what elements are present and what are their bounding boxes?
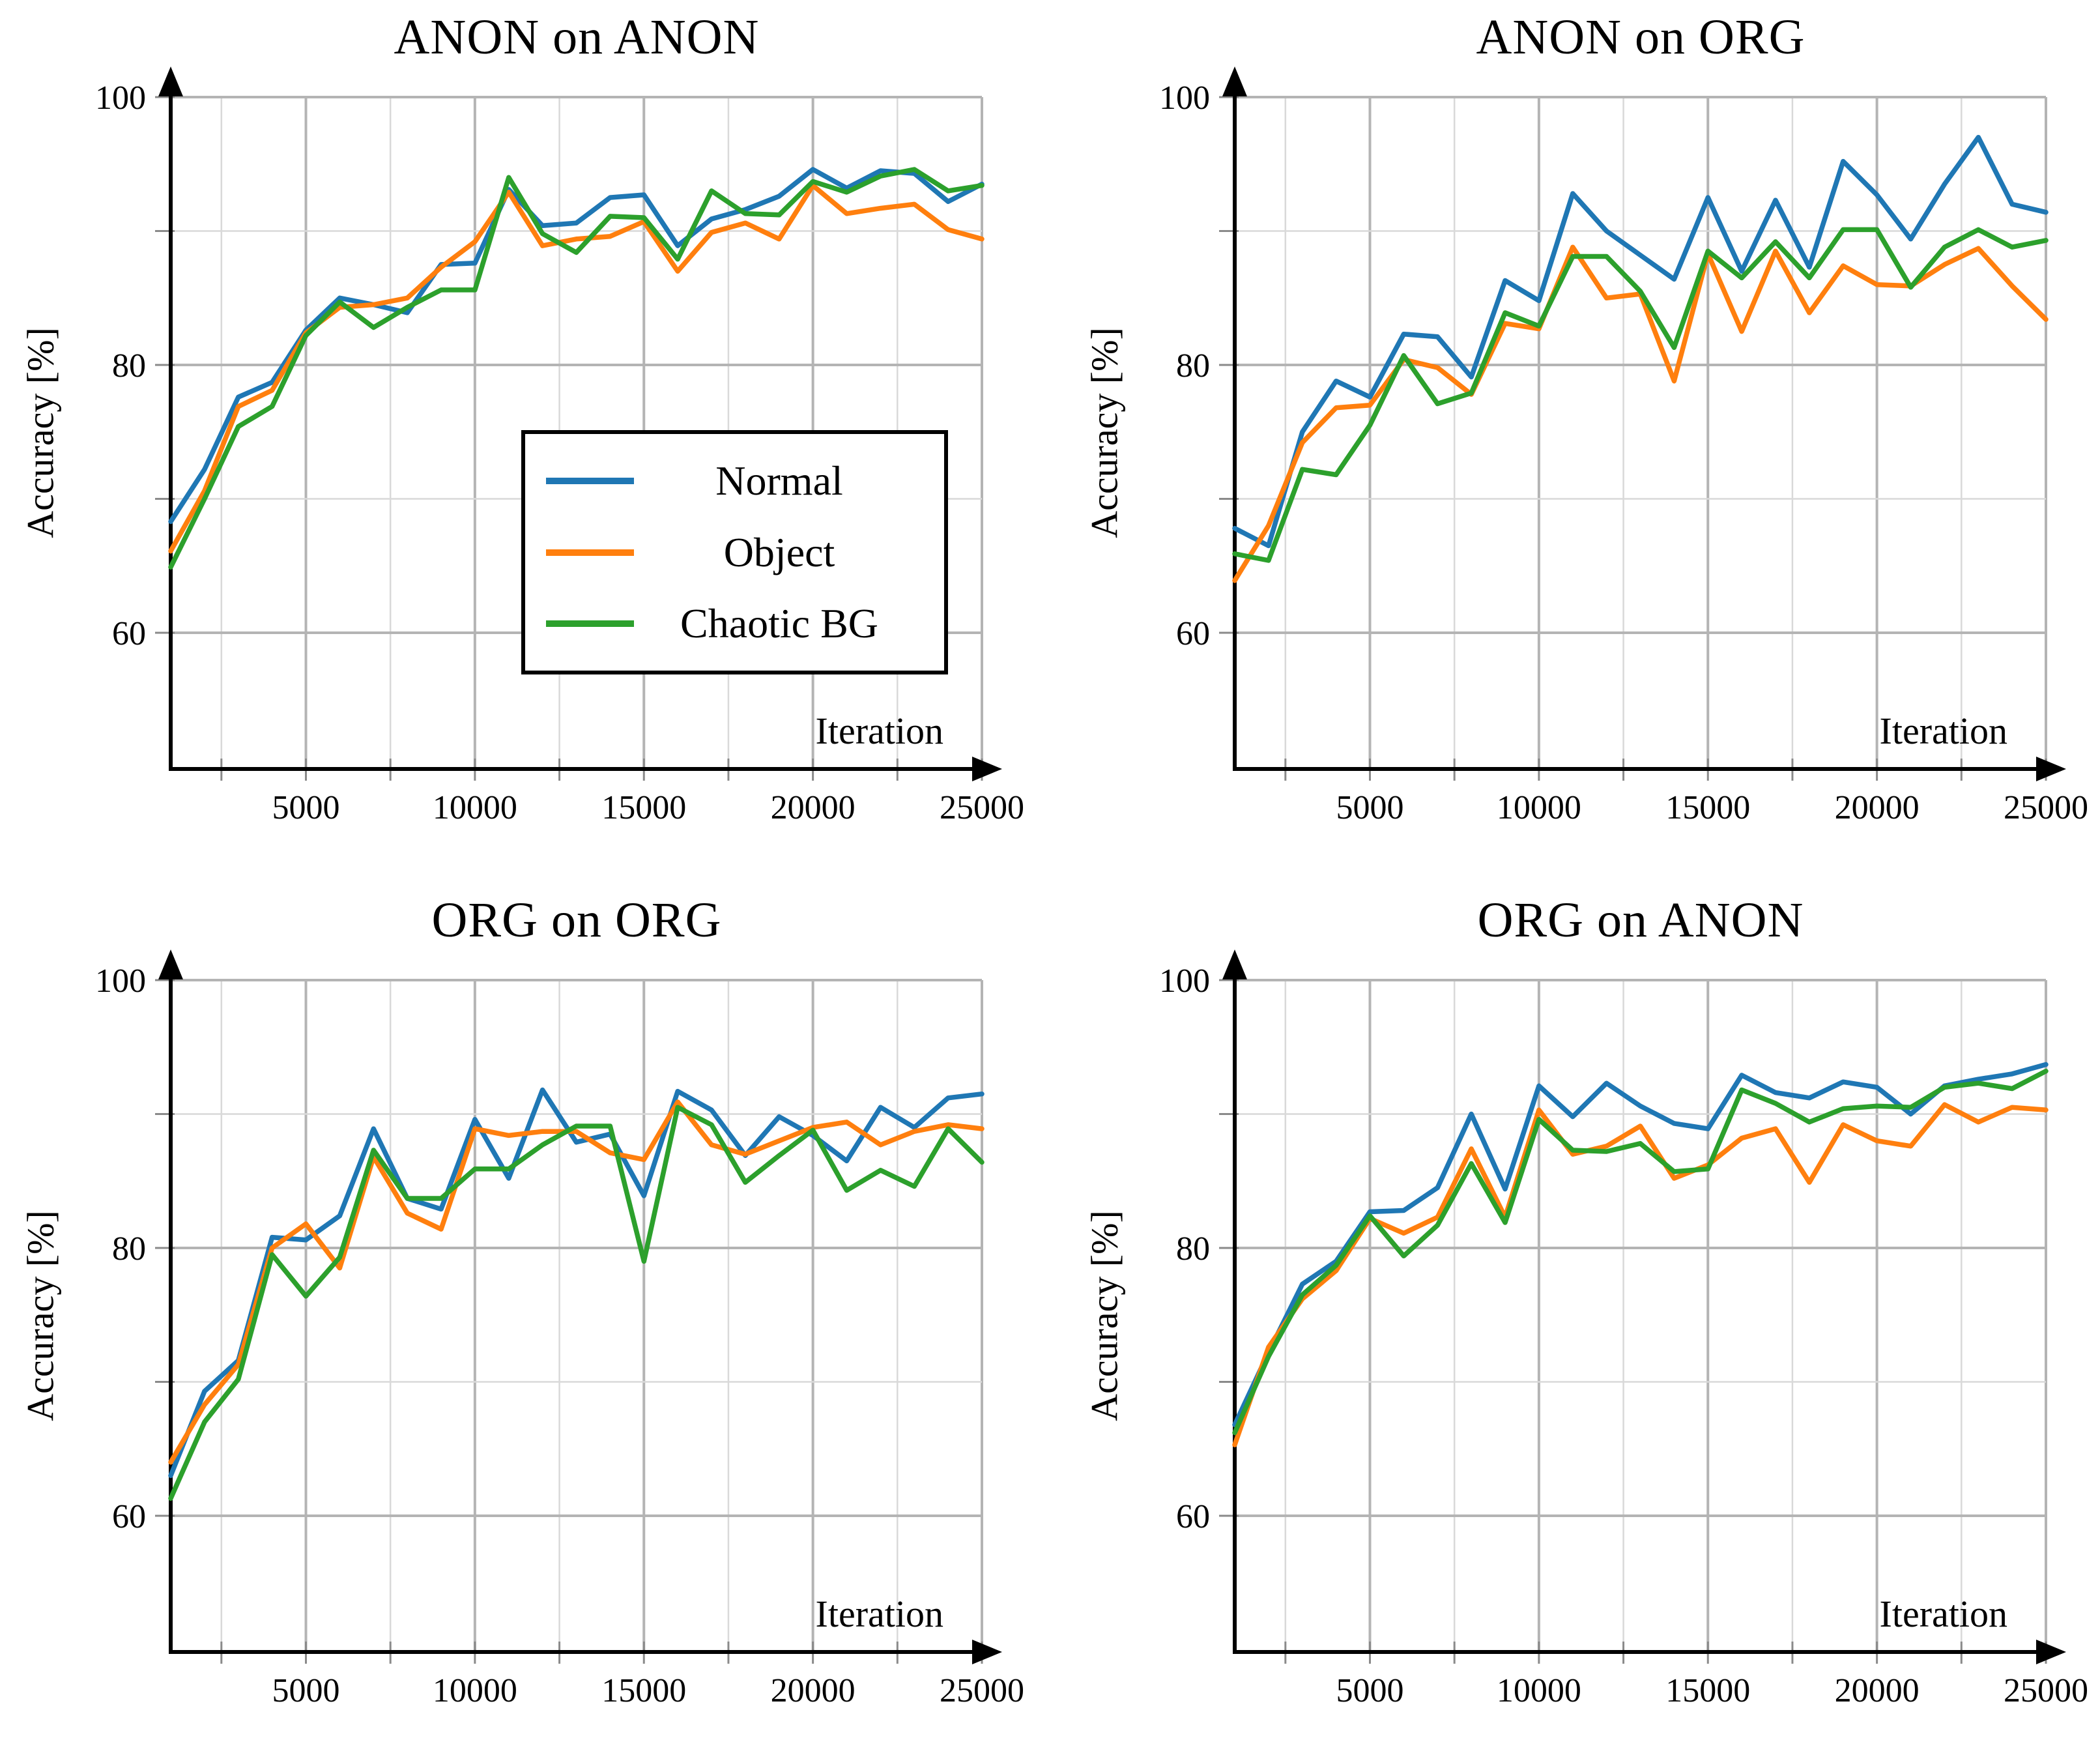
chart-panel-org-on-anon: 5000 10000 15000 20000 25000 60 80 100 ORG on A…: [1064, 883, 2100, 1738]
svg-text:10000: 10000: [1497, 1672, 1581, 1709]
svg-text:60: 60: [1176, 1498, 1210, 1535]
legend-label: Normal: [715, 457, 843, 504]
svg-text:20000: 20000: [1835, 789, 1920, 826]
svg-text:5000: 5000: [1336, 789, 1404, 826]
plot-canvas-org-on-org: 5000 10000 15000 20000 25000 60 80 100: [95, 949, 1024, 1709]
svg-text:10000: 10000: [1497, 789, 1581, 826]
svg-text:5000: 5000: [1336, 1672, 1404, 1709]
y-axis-label: Accuracy [%]: [1083, 1210, 1126, 1421]
chart-title: ORG on ORG: [431, 893, 722, 948]
y-axis-label: Accuracy [%]: [19, 1210, 62, 1421]
x-axis-label: Iteration: [1879, 710, 2007, 752]
svg-text:15000: 15000: [1665, 1672, 1750, 1709]
plot-canvas-anon-on-org: 5000 10000 15000 20000 25000 60 80 100: [1159, 66, 2088, 826]
svg-text:20000: 20000: [771, 789, 856, 826]
svg-text:100: 100: [1159, 80, 1210, 117]
svg-text:80: 80: [112, 347, 146, 384]
plot-canvas-org-on-anon: 5000 10000 15000 20000 25000 60 80 100: [1159, 949, 2088, 1709]
chart-title: ANON on ANON: [394, 10, 760, 65]
svg-text:100: 100: [95, 963, 146, 1000]
legend: Normal Object Chaotic BG: [521, 430, 948, 674]
legend-swatch-normal-line: [546, 478, 634, 485]
legend-label: Chaotic BG: [680, 600, 878, 646]
svg-text:100: 100: [95, 80, 146, 117]
svg-text:80: 80: [112, 1230, 146, 1267]
svg-text:10000: 10000: [433, 789, 517, 826]
legend-item-object: Object: [525, 529, 944, 577]
legend-item-chaotic-bg: Chaotic BG: [525, 600, 944, 648]
svg-text:25000: 25000: [2004, 1672, 2088, 1709]
chart-panel-anon-on-anon: 5000 10000 15000 20000 25000 60 80 100 ANON on …: [0, 0, 1050, 855]
legend-item-normal: Normal: [525, 457, 944, 505]
svg-text:80: 80: [1176, 1230, 1210, 1267]
chart-title: ANON on ORG: [1476, 10, 1805, 65]
svg-text:60: 60: [112, 615, 146, 652]
svg-text:25000: 25000: [2004, 789, 2088, 826]
svg-text:5000: 5000: [272, 1672, 340, 1709]
svg-text:10000: 10000: [433, 1672, 517, 1709]
chart-title: ORG on ANON: [1477, 893, 1804, 948]
svg-text:25000: 25000: [940, 1672, 1024, 1709]
svg-text:25000: 25000: [940, 789, 1024, 826]
svg-text:15000: 15000: [1665, 789, 1750, 826]
svg-text:5000: 5000: [272, 789, 340, 826]
legend-label: Object: [723, 529, 835, 575]
svg-text:60: 60: [1176, 615, 1210, 652]
chart-panel-org-on-org: 5000 10000 15000 20000 25000 60 80 100 ORG on O…: [0, 883, 1050, 1738]
legend-swatch-object-line: [546, 549, 634, 556]
x-axis-label: Iteration: [815, 710, 943, 752]
legend-swatch-chaotic-bg-line: [546, 620, 634, 627]
x-axis-label: Iteration: [1879, 1593, 2007, 1635]
svg-text:20000: 20000: [771, 1672, 856, 1709]
chart-panel-anon-on-org: 5000 10000 15000 20000 25000 60 80 100 ANON on …: [1064, 0, 2100, 855]
svg-text:15000: 15000: [601, 1672, 686, 1709]
svg-text:60: 60: [112, 1498, 146, 1535]
svg-text:20000: 20000: [1835, 1672, 1920, 1709]
y-axis-label: Accuracy [%]: [1083, 327, 1126, 538]
x-axis-label: Iteration: [815, 1593, 943, 1635]
svg-text:100: 100: [1159, 963, 1210, 1000]
svg-text:15000: 15000: [601, 789, 686, 826]
svg-text:80: 80: [1176, 347, 1210, 384]
y-axis-label: Accuracy [%]: [19, 327, 62, 538]
